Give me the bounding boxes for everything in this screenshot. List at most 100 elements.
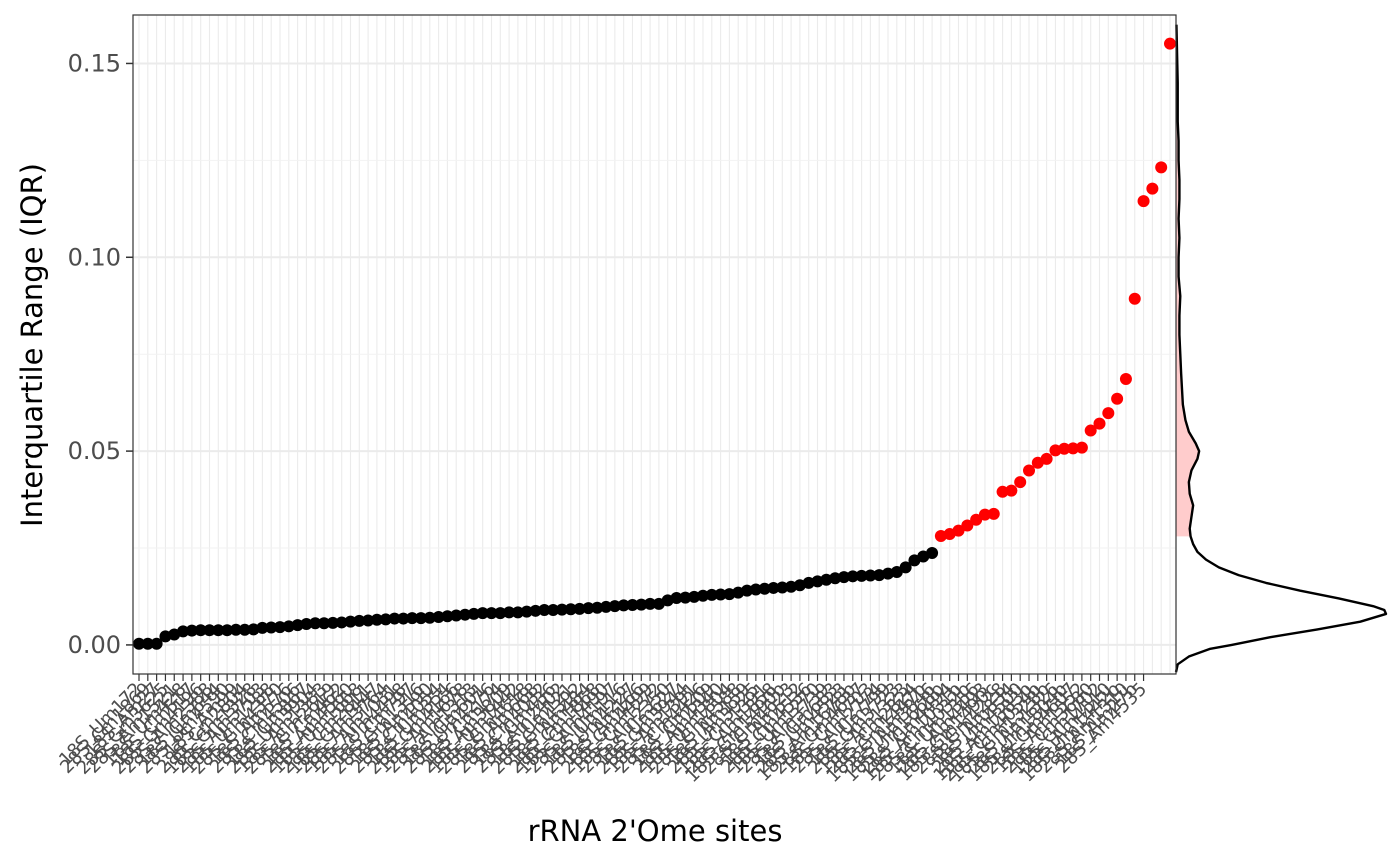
data-point: [212, 624, 225, 637]
x-axis: 18S_Um17228S_Cm186918S_Am2728S_Gm362528S…: [55, 674, 1151, 787]
data-point: [229, 623, 242, 636]
data-point-highlight: [1093, 417, 1106, 430]
data-point: [414, 612, 427, 625]
data-point-highlight: [1164, 37, 1176, 50]
data-point: [696, 589, 709, 602]
data-point: [705, 588, 718, 601]
plot-panel: [133, 15, 1176, 674]
data-point-highlight: [978, 508, 991, 521]
y-tick-label: 0.15: [68, 49, 121, 77]
data-point: [555, 603, 568, 616]
data-point-highlight: [1067, 442, 1080, 455]
data-point: [291, 619, 304, 632]
data-point: [203, 624, 216, 637]
data-point: [370, 613, 383, 626]
data-point: [890, 566, 903, 579]
data-point: [837, 571, 850, 584]
data-point: [485, 607, 498, 620]
plot-border: [132, 14, 1177, 675]
data-point: [423, 611, 436, 624]
data-point: [608, 600, 621, 613]
data-point: [273, 621, 286, 634]
data-point: [679, 591, 692, 604]
data-point: [141, 637, 154, 650]
data-point: [635, 598, 648, 611]
data-point: [520, 605, 533, 618]
data-point: [432, 611, 445, 624]
data-point: [846, 570, 859, 583]
data-point: [185, 624, 198, 637]
data-point-highlight: [987, 507, 1000, 520]
data-point-highlight: [1023, 464, 1036, 477]
data-point: [582, 602, 595, 615]
data-point: [529, 604, 542, 617]
data-point-highlight: [1084, 424, 1097, 437]
data-point: [459, 608, 472, 621]
data-point: [688, 590, 701, 603]
data-point: [256, 621, 269, 634]
data-point: [741, 584, 754, 597]
data-point: [626, 598, 639, 611]
data-point: [758, 582, 771, 595]
data-point: [300, 617, 313, 630]
data-point: [926, 547, 939, 560]
data-point: [467, 607, 480, 620]
marginal-density: [1174, 24, 1388, 673]
data-point: [767, 581, 780, 594]
data-point-highlight: [1058, 442, 1071, 455]
data-point: [511, 606, 524, 619]
data-point: [829, 572, 842, 585]
y-tick-label: 0.10: [68, 243, 121, 271]
y-tick-label: 0.05: [68, 437, 121, 465]
data-point: [379, 613, 392, 626]
data-point-highlight: [1075, 441, 1088, 454]
data-point: [194, 624, 207, 637]
data-point: [406, 612, 419, 625]
data-point: [450, 609, 463, 622]
data-point: [538, 604, 551, 617]
data-point: [238, 623, 251, 636]
data-point: [899, 561, 912, 574]
data-point-highlight: [1102, 407, 1115, 420]
data-point: [644, 597, 657, 610]
data-point: [221, 624, 234, 637]
data-point: [476, 607, 489, 620]
data-point: [564, 603, 577, 616]
data-point: [388, 612, 401, 625]
grid-lines: [133, 15, 1176, 674]
data-point-highlight: [1146, 182, 1159, 195]
x-axis-title: rRNA 2'Ome sites: [528, 814, 783, 848]
data-point: [617, 599, 630, 612]
y-tick-label: 0.00: [68, 631, 121, 659]
data-point-highlight: [961, 519, 974, 532]
data-point: [441, 610, 454, 623]
density-highlight-area: [1176, 24, 1200, 537]
data-point: [344, 615, 357, 628]
data-point: [397, 612, 410, 625]
data-point: [503, 606, 516, 619]
data-point: [855, 569, 868, 582]
data-point: [670, 592, 683, 605]
data-point: [864, 569, 877, 582]
data-point-highlight: [996, 485, 1009, 498]
data-point: [714, 588, 727, 601]
data-point-highlight: [1128, 292, 1141, 305]
data-point: [591, 601, 604, 614]
data-point: [335, 616, 348, 629]
data-point-highlight: [1014, 476, 1027, 489]
y-axis: 0.00 0.05 0.10 0.15: [68, 49, 133, 659]
data-point-highlight: [1111, 392, 1124, 405]
data-point-highlight: [1155, 161, 1168, 174]
data-point: [309, 617, 322, 630]
data-points: [133, 37, 1176, 650]
data-point: [353, 614, 366, 627]
data-point: [282, 620, 295, 633]
data-point: [494, 607, 507, 620]
data-point-highlight: [1005, 484, 1018, 497]
density-curve: [1174, 24, 1388, 673]
data-point: [362, 614, 375, 627]
data-point-highlight: [1119, 373, 1132, 386]
y-axis-title: Interquartile Range (IQR): [15, 163, 49, 527]
data-point-highlight: [952, 524, 965, 537]
